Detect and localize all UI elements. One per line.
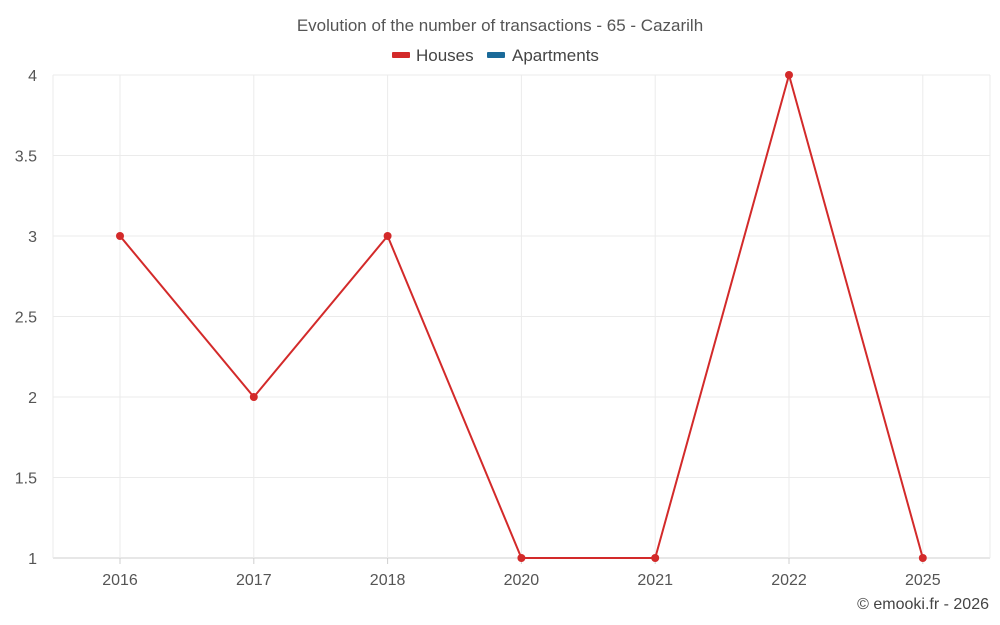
y-tick-label: 3.5 — [15, 149, 37, 166]
x-tick-label: 2021 — [637, 572, 673, 589]
data-point-houses[interactable] — [785, 71, 793, 79]
y-tick-label: 2 — [28, 390, 37, 407]
data-point-houses[interactable] — [116, 232, 124, 240]
copyright-credit: © emooki.fr - 2026 — [857, 596, 989, 613]
legend-swatch-apartments — [487, 52, 505, 58]
y-tick-label: 2.5 — [15, 310, 37, 327]
x-tick-label: 2022 — [771, 572, 807, 589]
x-tick-label: 2025 — [905, 572, 941, 589]
x-tick-label: 2020 — [504, 572, 540, 589]
axes: 1 1.5 2 2.5 3 3.5 4 2016 2017 2018 2020 2021 2022 202… — [15, 68, 941, 589]
legend: Houses Apartments — [392, 46, 599, 65]
y-tick-label: 3 — [28, 229, 37, 246]
legend-label-houses: Houses — [416, 46, 474, 65]
y-tick-label: 1.5 — [15, 471, 37, 488]
series-layer — [116, 71, 927, 562]
legend-item-houses[interactable]: Houses — [392, 46, 474, 65]
data-point-houses[interactable] — [383, 232, 392, 240]
x-tick-label: 2016 — [102, 572, 138, 589]
legend-swatch-houses — [392, 52, 410, 58]
data-point-houses[interactable] — [918, 554, 927, 562]
grid — [52, 74, 991, 559]
chart-title: Evolution of the number of transactions … — [297, 16, 703, 35]
legend-item-apartments[interactable]: Apartments — [487, 46, 599, 65]
x-tick-label: 2018 — [370, 572, 406, 589]
y-tick-label: 1 — [28, 551, 37, 568]
data-point-houses[interactable] — [517, 554, 526, 562]
x-tick-label: 2017 — [236, 572, 272, 589]
data-point-houses[interactable] — [651, 554, 660, 562]
data-point-houses[interactable] — [249, 393, 258, 401]
y-tick-label: 4 — [28, 68, 37, 85]
legend-label-apartments: Apartments — [512, 46, 599, 65]
